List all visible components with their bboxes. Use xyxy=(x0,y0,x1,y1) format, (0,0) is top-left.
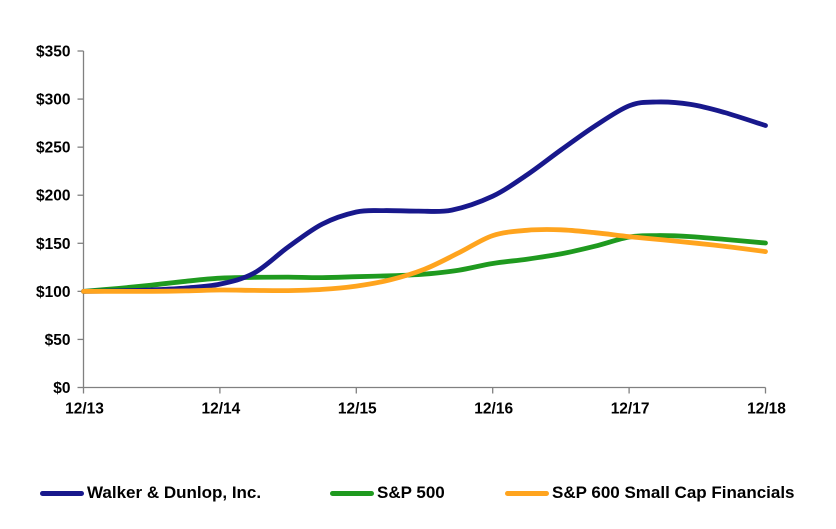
y-tick-label: $350 xyxy=(36,44,70,61)
legend-label-walker-dunlop: Walker & Dunlop, Inc. xyxy=(87,483,262,502)
x-tick-label: 12/18 xyxy=(747,401,786,418)
series-line-2 xyxy=(81,227,768,294)
y-tick-label: $250 xyxy=(36,140,70,157)
legend-label-sp600-small-cap-financials: S&P 600 Small Cap Financials xyxy=(552,483,795,502)
y-tick-label: $0 xyxy=(53,380,70,397)
y-tick-label: $300 xyxy=(36,92,70,109)
y-tick-label: $200 xyxy=(36,188,70,205)
x-tick-label: 12/13 xyxy=(65,401,104,418)
y-tick-label: $100 xyxy=(36,284,70,301)
legend-item-walker-dunlop: Walker & Dunlop, Inc. xyxy=(40,482,261,504)
x-tick-label: 12/16 xyxy=(474,401,513,418)
legend-item-sp600-small-cap-financials: S&P 600 Small Cap Financials xyxy=(505,482,795,504)
legend-item-sp500: S&P 500 xyxy=(330,482,445,504)
x-tick-label: 12/14 xyxy=(202,401,241,418)
series-line-1 xyxy=(81,99,768,294)
total-return-line-chart: $0 $50 $100 $150 $200 $250 $300 $350 12/13 12/14 1… xyxy=(36,44,786,418)
y-tick-label: $150 xyxy=(36,236,70,253)
y-tick-label: $50 xyxy=(45,332,71,349)
x-tick-label: 12/17 xyxy=(611,401,650,418)
walker-dunlop-line-swatch xyxy=(40,490,84,496)
sp500-line-swatch xyxy=(330,490,374,496)
series-line-0 xyxy=(81,233,768,294)
legend-label-sp500: S&P 500 xyxy=(377,483,445,502)
x-tick-label: 12/15 xyxy=(338,401,377,418)
chart-legend: Walker & Dunlop, Inc. S&P 500 S&P 600 Sm… xyxy=(0,482,836,504)
sp600-small-cap-financials-line-swatch xyxy=(505,490,549,496)
